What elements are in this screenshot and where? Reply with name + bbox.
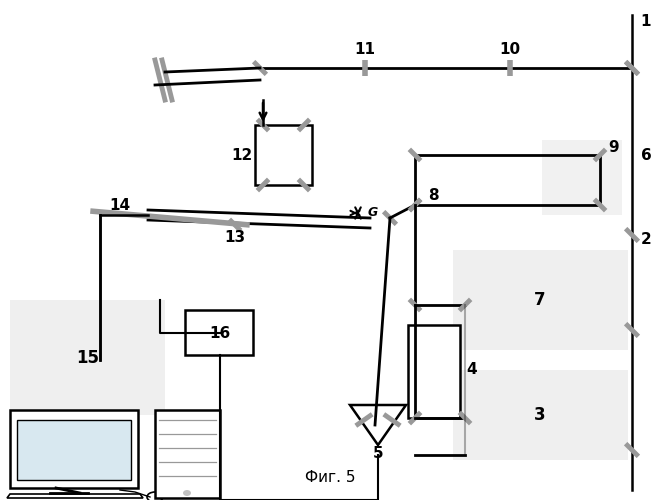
Text: 15: 15 <box>77 349 100 367</box>
Text: G: G <box>368 206 378 220</box>
Text: 13: 13 <box>224 230 246 246</box>
Text: 4: 4 <box>467 362 477 378</box>
Bar <box>155 410 220 498</box>
Text: 16: 16 <box>209 326 230 340</box>
Text: 6: 6 <box>641 148 651 162</box>
Text: Фиг. 5: Фиг. 5 <box>305 470 355 486</box>
Text: 14: 14 <box>110 198 131 212</box>
Text: 9: 9 <box>609 140 619 156</box>
Text: 10: 10 <box>500 42 521 58</box>
Bar <box>453 370 628 460</box>
Bar <box>17 420 131 480</box>
Text: 3: 3 <box>534 406 546 424</box>
Bar <box>10 300 165 415</box>
Polygon shape <box>7 494 143 498</box>
Text: 12: 12 <box>232 148 253 162</box>
Text: 7: 7 <box>534 291 546 309</box>
Text: 11: 11 <box>354 42 376 58</box>
Polygon shape <box>350 405 406 445</box>
Text: 5: 5 <box>373 446 383 460</box>
Text: 2: 2 <box>641 232 651 248</box>
Text: 1: 1 <box>641 14 651 30</box>
Bar <box>408 325 460 418</box>
Ellipse shape <box>147 492 163 500</box>
Bar <box>542 140 622 215</box>
Bar <box>255 125 312 185</box>
Text: 8: 8 <box>428 188 438 202</box>
Bar <box>453 250 628 350</box>
Ellipse shape <box>183 490 191 496</box>
Bar <box>185 310 253 355</box>
Bar <box>10 410 138 488</box>
